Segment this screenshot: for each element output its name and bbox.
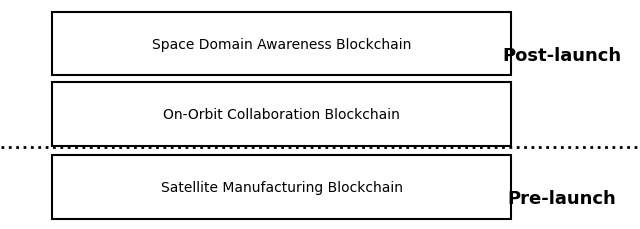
FancyBboxPatch shape bbox=[52, 83, 511, 146]
Text: Pre-launch: Pre-launch bbox=[508, 189, 616, 207]
FancyBboxPatch shape bbox=[52, 155, 511, 218]
Text: Satellite Manufacturing Blockchain: Satellite Manufacturing Blockchain bbox=[161, 180, 403, 194]
FancyBboxPatch shape bbox=[52, 13, 511, 76]
Text: Post-launch: Post-launch bbox=[502, 47, 621, 65]
Text: Space Domain Awareness Blockchain: Space Domain Awareness Blockchain bbox=[152, 37, 412, 51]
Text: On-Orbit Collaboration Blockchain: On-Orbit Collaboration Blockchain bbox=[163, 108, 400, 121]
